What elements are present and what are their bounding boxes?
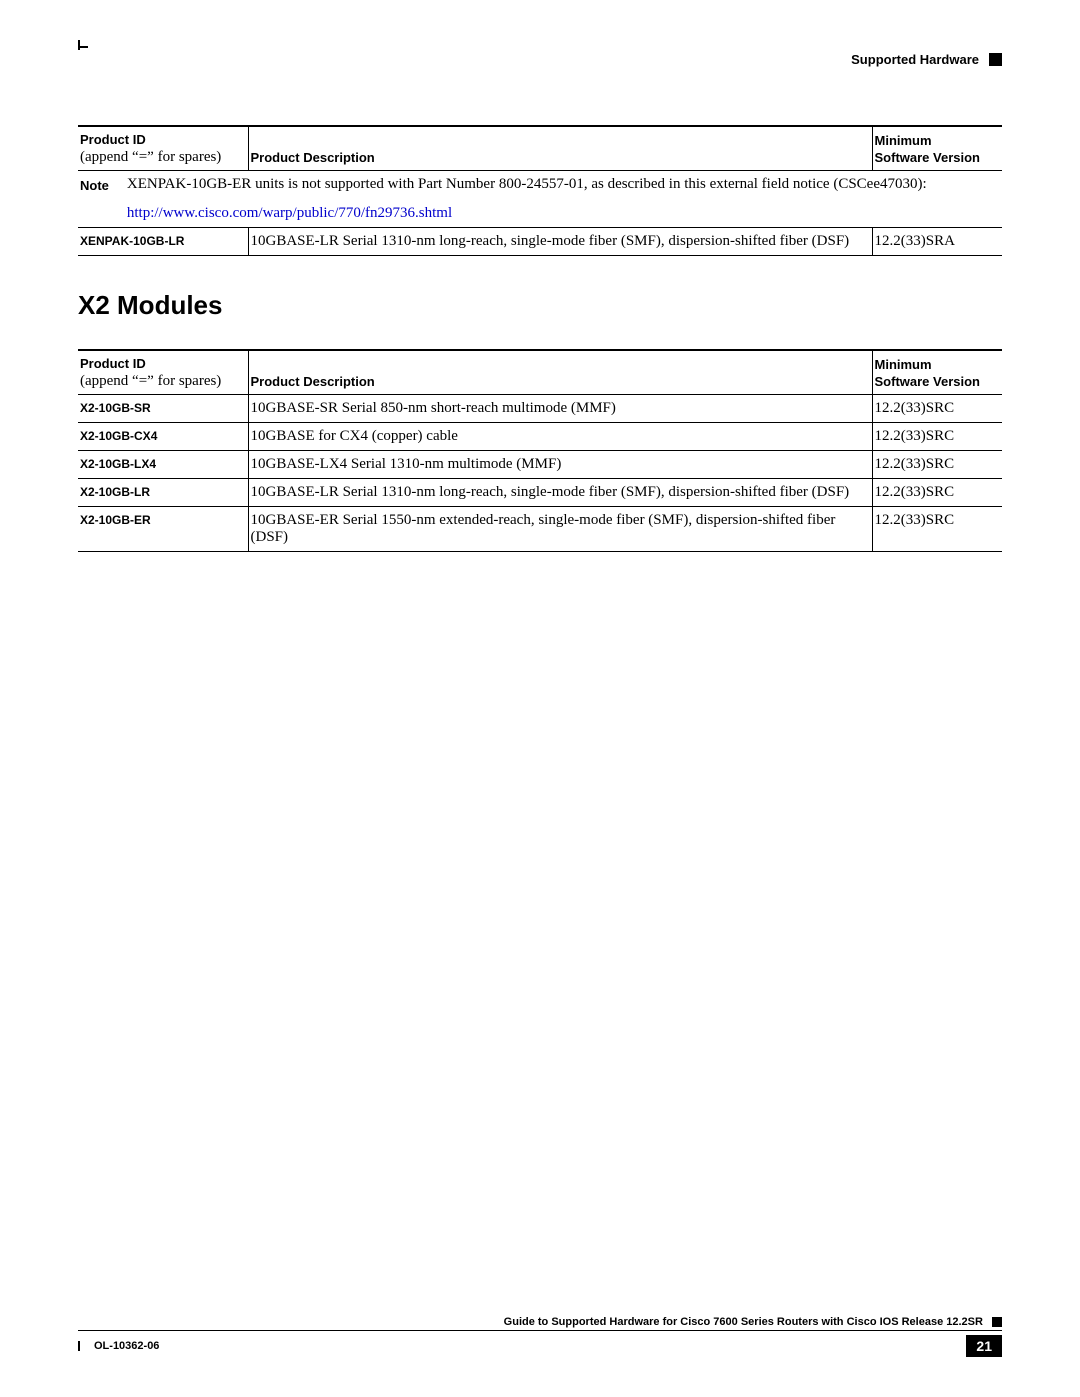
product-id-label: Product ID bbox=[80, 356, 146, 371]
product-desc: 10GBASE-LX4 Serial 1310-nm multimode (MM… bbox=[251, 456, 562, 472]
footer-doc-id: OL-10362-06 bbox=[94, 1340, 159, 1352]
product-ver: 12.2(33)SRC bbox=[875, 512, 955, 528]
note-text: XENPAK-10GB-ER units is not supported wi… bbox=[127, 176, 927, 192]
version-label-1: Minimum bbox=[875, 133, 932, 148]
product-id: X2-10GB-CX4 bbox=[80, 429, 157, 443]
note-row: Note XENPAK-10GB-ER units is not support… bbox=[78, 171, 1002, 228]
col-header-version: Minimum Software Version bbox=[872, 350, 1002, 395]
product-id: X2-10GB-ER bbox=[80, 513, 151, 527]
product-id-label: Product ID bbox=[80, 132, 146, 147]
product-id: X2-10GB-SR bbox=[80, 401, 151, 415]
product-desc: 10GBASE-LR Serial 1310-nm long-reach, si… bbox=[251, 233, 850, 249]
col-header-product-id: Product ID (append “=” for spares) bbox=[78, 126, 248, 171]
section-heading: X2 Modules bbox=[78, 290, 1002, 321]
description-label: Product Description bbox=[251, 374, 375, 389]
footer-left: OL-10362-06 bbox=[78, 1340, 159, 1352]
page: Supported Hardware Product ID (append “=… bbox=[0, 0, 1080, 1397]
table-row: X2-10GB-LX4 10GBASE-LX4 Serial 1310-nm m… bbox=[78, 451, 1002, 479]
page-footer: Guide to Supported Hardware for Cisco 76… bbox=[78, 1316, 1002, 1357]
product-ver: 12.2(33)SRA bbox=[875, 233, 955, 249]
product-desc: 10GBASE-LR Serial 1310-nm long-reach, si… bbox=[251, 484, 850, 500]
col-header-version: Minimum Software Version bbox=[872, 126, 1002, 171]
product-ver: 12.2(33)SRC bbox=[875, 484, 955, 500]
product-desc: 10GBASE-ER Serial 1550-nm extended-reach… bbox=[251, 512, 836, 545]
footer-square-icon bbox=[992, 1317, 1002, 1327]
crop-mark-bottom bbox=[78, 1341, 84, 1351]
product-id: XENPAK-10GB-LR bbox=[80, 234, 184, 248]
version-label-2: Software Version bbox=[875, 374, 980, 389]
table-row: X2-10GB-LR 10GBASE-LR Serial 1310-nm lon… bbox=[78, 479, 1002, 507]
product-desc: 10GBASE for CX4 (copper) cable bbox=[251, 428, 458, 444]
page-number-badge: 21 bbox=[966, 1335, 1002, 1357]
description-label: Product Description bbox=[251, 150, 375, 165]
table-row: X2-10GB-ER 10GBASE-ER Serial 1550-nm ext… bbox=[78, 507, 1002, 552]
product-ver: 12.2(33)SRC bbox=[875, 400, 955, 416]
col-header-description: Product Description bbox=[248, 350, 872, 395]
product-id-append: (append “=” for spares) bbox=[80, 373, 221, 389]
note-link[interactable]: http://www.cisco.com/warp/public/770/fn2… bbox=[127, 205, 452, 221]
col-header-product-id: Product ID (append “=” for spares) bbox=[78, 350, 248, 395]
product-desc: 10GBASE-SR Serial 850-nm short-reach mul… bbox=[251, 400, 616, 416]
x2-modules-table: Product ID (append “=” for spares) Produ… bbox=[78, 349, 1002, 552]
version-label-2: Software Version bbox=[875, 150, 980, 165]
product-id: X2-10GB-LR bbox=[80, 485, 150, 499]
product-ver: 12.2(33)SRC bbox=[875, 428, 955, 444]
running-header-text: Supported Hardware bbox=[851, 52, 979, 67]
product-id: X2-10GB-LX4 bbox=[80, 457, 156, 471]
crop-mark-top bbox=[78, 40, 84, 50]
footer-guide-title: Guide to Supported Hardware for Cisco 76… bbox=[504, 1316, 983, 1328]
version-label-1: Minimum bbox=[875, 357, 932, 372]
running-header: Supported Hardware bbox=[851, 52, 1002, 67]
note-label: Note bbox=[80, 176, 109, 222]
product-ver: 12.2(33)SRC bbox=[875, 456, 955, 472]
table-row: XENPAK-10GB-LR 10GBASE-LR Serial 1310-nm… bbox=[78, 228, 1002, 256]
product-id-append: (append “=” for spares) bbox=[80, 149, 221, 165]
footer-divider bbox=[78, 1330, 1002, 1331]
table-row: X2-10GB-CX4 10GBASE for CX4 (copper) cab… bbox=[78, 423, 1002, 451]
table-row: X2-10GB-SR 10GBASE-SR Serial 850-nm shor… bbox=[78, 395, 1002, 423]
crop-mark-top-h bbox=[78, 46, 88, 48]
content-area: Product ID (append “=” for spares) Produ… bbox=[78, 125, 1002, 552]
col-header-description: Product Description bbox=[248, 126, 872, 171]
header-square-icon bbox=[989, 53, 1002, 66]
xenpak-table: Product ID (append “=” for spares) Produ… bbox=[78, 125, 1002, 256]
